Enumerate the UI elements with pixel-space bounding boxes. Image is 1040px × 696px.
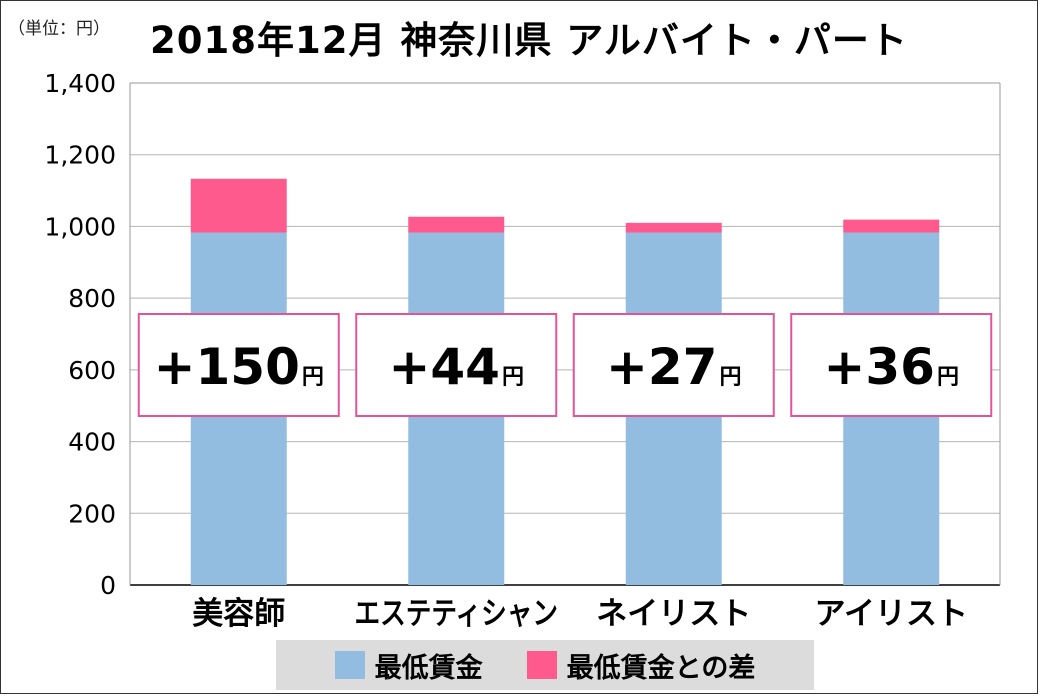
difference-label-box: +36円	[790, 313, 993, 417]
bar-difference	[408, 216, 505, 233]
y-tick-label: 1,400	[44, 69, 116, 98]
legend-label-difference: 最低賃金との差	[566, 652, 756, 684]
difference-label-frame	[572, 313, 775, 417]
difference-label-text: +44円	[389, 338, 525, 396]
y-axis-ticks: 0 200 400 600 800 1,000 1,200 1,400	[44, 69, 116, 600]
difference-label-box: +27円	[572, 313, 775, 417]
category-label: エステティシャン	[355, 596, 559, 632]
category-labels: 美容師 エステティシャン ネイリスト アイリスト	[192, 596, 968, 632]
y-tick-label: 0	[100, 571, 116, 600]
legend: 最低賃金 最低賃金との差	[276, 640, 814, 690]
difference-labels: +150円 +44円 +27円 +36円	[137, 313, 993, 417]
legend-item-min-wage: 最低賃金	[334, 646, 483, 685]
legend-swatch-difference	[526, 651, 557, 679]
y-tick-label: 1,000	[44, 212, 116, 241]
difference-label-text: +27円	[606, 338, 742, 396]
bar-difference	[190, 178, 287, 233]
difference-label-text: +150円	[154, 338, 324, 396]
difference-label-frame	[355, 313, 558, 417]
bar-difference	[625, 222, 722, 233]
difference-label-box: +44円	[355, 313, 558, 417]
y-tick-label: 1,200	[44, 141, 116, 170]
difference-label-frame	[137, 313, 340, 417]
legend-swatch-min-wage	[334, 651, 365, 679]
category-label: ネイリスト	[596, 596, 751, 632]
legend-item-difference: 最低賃金との差	[526, 646, 756, 685]
bar-difference	[843, 219, 940, 233]
category-label: アイリスト	[815, 596, 968, 632]
chart-title: 2018年12月 神奈川県 アルバイト・パート	[150, 19, 908, 62]
y-tick-label: 800	[68, 284, 116, 313]
difference-label-box: +150円	[137, 313, 340, 417]
y-tick-label: 600	[68, 356, 116, 385]
legend-label-min-wage: 最低賃金	[374, 652, 483, 684]
y-tick-label: 200	[68, 499, 116, 528]
difference-label-text: +36円	[824, 338, 960, 396]
category-label: 美容師	[192, 596, 285, 632]
unit-label: （単位：円）	[8, 19, 110, 39]
bar-chart: 0 200 400 600 800 1,000 1,200 1,400 +150円 +44円 +2…	[44, 69, 1001, 632]
difference-label-frame	[790, 313, 993, 417]
y-tick-label: 400	[68, 428, 116, 457]
